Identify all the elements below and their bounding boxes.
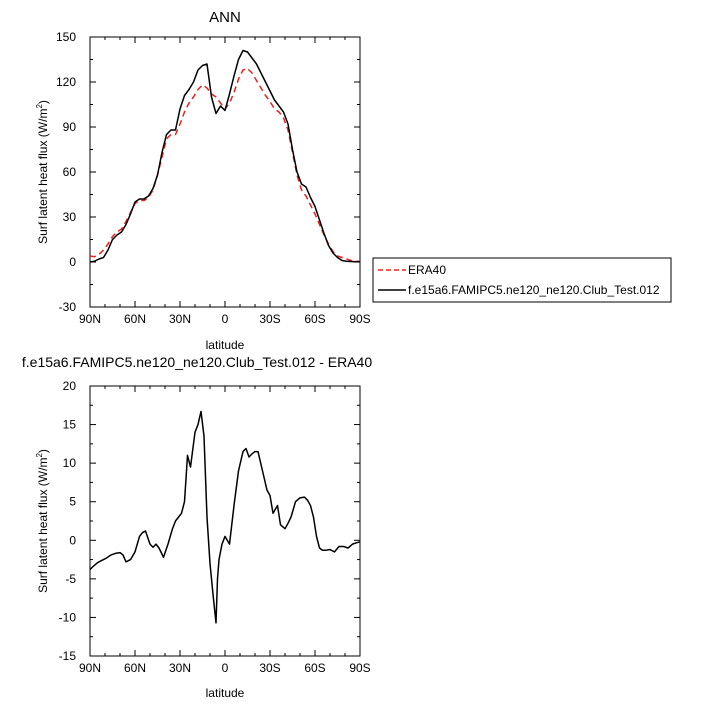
y-axis-label: Surf latent heat flux (W/m2)	[35, 100, 50, 244]
y-axis-label-main: Surf latent heat flux (W/m	[36, 458, 50, 593]
y-axis-label-superscript: 2	[35, 104, 44, 109]
y-tick-label: -10	[59, 610, 77, 624]
series-group	[89, 49, 360, 263]
y-axis-label-superscript: 2	[35, 453, 44, 458]
y-tick-label: 0	[69, 533, 76, 547]
y-tick-label: 15	[63, 418, 77, 432]
x-tick-label: 60S	[304, 661, 325, 675]
y-tick-label: 20	[63, 379, 77, 393]
plot-frame	[89, 385, 361, 657]
x-tick-label: 90S	[349, 312, 370, 326]
x-tick-label: 30N	[169, 312, 191, 326]
y-tick-label: -15	[59, 649, 77, 663]
legend: ERA40 f.e15a6.FAMIPC5.ne120_ne120.Club_T…	[372, 257, 672, 303]
y-tick-label: 5	[69, 495, 76, 509]
y-axis-label-close: )	[36, 449, 50, 453]
legend-label-model: f.e15a6.FAMIPC5.ne120_ne120.Club_Test.01…	[408, 283, 660, 297]
x-tick-label: 90N	[79, 661, 101, 675]
x-tick-label: 60N	[124, 661, 146, 675]
y-tick-label: 10	[63, 456, 77, 470]
series-line-difference	[89, 410, 361, 624]
axis-ticks: -30 0 30 60 90 120 150 90N 60N 30N 0 30S 60S 90S	[56, 30, 371, 326]
chart-title: ANN	[209, 9, 241, 26]
chart-difference: f.e15a6.FAMIPC5.ne120_ne120.Club_Test.01…	[22, 354, 372, 700]
y-tick-label: 60	[63, 165, 77, 179]
legend-box	[372, 257, 672, 303]
y-tick-label: 120	[56, 75, 76, 89]
y-axis-label: Surf latent heat flux (W/m2)	[35, 449, 50, 593]
y-tick-label: -30	[59, 300, 77, 314]
x-tick-label: 30N	[169, 661, 191, 675]
series-line-era40	[89, 67, 360, 262]
plot-frame	[89, 36, 361, 308]
series-group	[89, 410, 361, 624]
y-tick-label: 0	[69, 255, 76, 269]
x-tick-label: 30S	[259, 312, 280, 326]
x-tick-label: 90S	[349, 661, 370, 675]
x-tick-label: 60N	[124, 312, 146, 326]
x-tick-label: 0	[222, 312, 229, 326]
x-tick-label: 60S	[304, 312, 325, 326]
chart-title: f.e15a6.FAMIPC5.ne120_ne120.Club_Test.01…	[22, 354, 372, 370]
x-axis-label: latitude	[206, 338, 245, 352]
x-tick-label: 0	[222, 661, 229, 675]
y-tick-label: 30	[63, 210, 77, 224]
y-tick-label: 90	[63, 120, 77, 134]
y-axis-label-main: Surf latent heat flux (W/m	[36, 109, 50, 244]
legend-label-era40: ERA40	[408, 263, 446, 277]
x-tick-label: 90N	[79, 312, 101, 326]
y-axis-label-close: )	[36, 100, 50, 104]
y-tick-label: 150	[56, 30, 76, 44]
series-line-f-e15a6-famipc5-ne120-ne120-club-test-012	[89, 49, 360, 263]
axis-ticks: -15 -10 -5 0 5 10 15 20 90N 60N 30N 0 30S 60S 90S	[59, 379, 371, 675]
x-tick-label: 30S	[259, 661, 280, 675]
y-tick-label: -5	[65, 572, 76, 586]
x-axis-label: latitude	[206, 686, 245, 700]
